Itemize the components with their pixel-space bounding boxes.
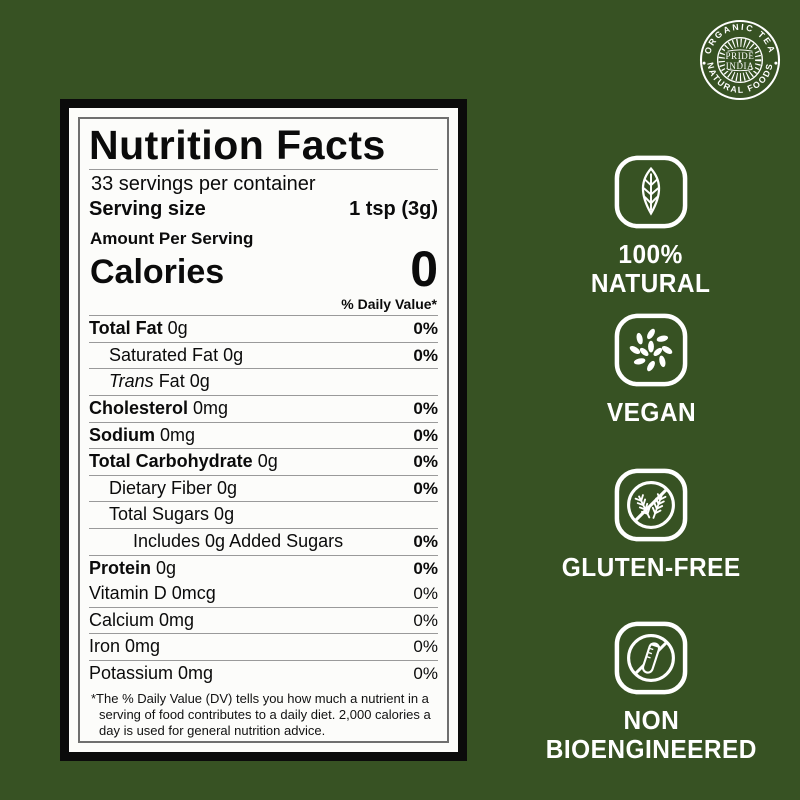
calories-row: Calories 0	[89, 241, 438, 298]
nutrient-row: Sodium 0mg 0%	[89, 421, 438, 449]
calories-value: 0	[410, 241, 438, 298]
nutrition-facts-title: Nutrition Facts	[89, 123, 438, 171]
pride-of-india-logo: ORGANIC TEA NATURAL FOODS PRIDE INDIA	[699, 19, 781, 101]
nutrient-row: Saturated Fat 0g 0%	[89, 341, 438, 369]
nutrient-row: Dietary Fiber 0g 0%	[89, 474, 438, 502]
nutrient-row: Iron 0mg 0%	[89, 633, 438, 660]
nutrient-rows: Total Fat 0g 0% Saturated Fat 0g 0% Trans Fa…	[89, 315, 438, 581]
badge-label-non-bioengineered: NON BIOENGINEERED	[545, 705, 757, 765]
nutrient-row: Total Sugars 0g	[89, 501, 438, 528]
nutrient-row: Calcium 0mg 0%	[89, 606, 438, 634]
nutrient-row: Protein 0g 0%	[89, 554, 438, 582]
nutrient-row: Potassium 0mg 0%	[89, 659, 438, 687]
nutrient-row: Total Fat 0g 0%	[89, 315, 438, 342]
calories-label: Calories	[90, 253, 225, 292]
leaf-icon	[614, 155, 688, 229]
label-paper: Nutrition Facts 33 servings per containe…	[69, 108, 458, 752]
daily-value-header: % Daily Value*	[341, 296, 437, 313]
nutrient-row: Vitamin D 0mcg 0%	[89, 583, 438, 604]
badge-vegan: VEGAN	[531, 313, 771, 427]
daily-value-footnote: *The % Daily Value (DV) tells you how mu…	[91, 690, 431, 739]
label-content: Nutrition Facts 33 servings per containe…	[78, 117, 449, 743]
logo-inner-ring	[716, 36, 764, 84]
badge-gluten-free: GLUTEN-FREE	[531, 468, 771, 582]
badge-label-natural: 100% NATURAL	[591, 239, 711, 299]
nutrition-facts-label: Nutrition Facts 33 servings per containe…	[60, 99, 467, 761]
nutrient-row: Total Carbohydrate 0g 0%	[89, 448, 438, 475]
serving-size-label: Serving size	[89, 198, 206, 221]
no-test-tube-icon	[614, 621, 688, 695]
badge-label-gluten-free: GLUTEN-FREE	[561, 552, 741, 582]
logo-center-pride: PRIDE	[726, 51, 755, 61]
nutrient-row: Cholesterol 0mg 0%	[89, 395, 438, 422]
vitamin-rows: Vitamin D 0mcg 0% Calcium 0mg 0% Iron 0mg 0% P…	[89, 581, 438, 686]
logo-center-india: INDIA	[726, 61, 754, 71]
badge-non-bioengineered: NON BIOENGINEERED	[531, 621, 771, 764]
leaf-circle-icon	[614, 313, 688, 387]
amount-per-serving: Amount Per Serving	[90, 229, 254, 249]
serving-size-row: Serving size 1 tsp (3g)	[89, 197, 438, 225]
nutrient-row: Includes 0g Added Sugars 0%	[89, 528, 438, 555]
servings-per-container: 33 servings per container	[91, 173, 316, 196]
badge-100-natural: 100% NATURAL	[531, 155, 771, 298]
nutrient-row: Trans Fat 0g	[89, 368, 438, 395]
no-wheat-icon	[614, 468, 688, 542]
serving-size-value: 1 tsp (3g)	[349, 198, 438, 221]
logo-rays	[718, 38, 762, 82]
badge-label-vegan: VEGAN	[606, 397, 696, 427]
